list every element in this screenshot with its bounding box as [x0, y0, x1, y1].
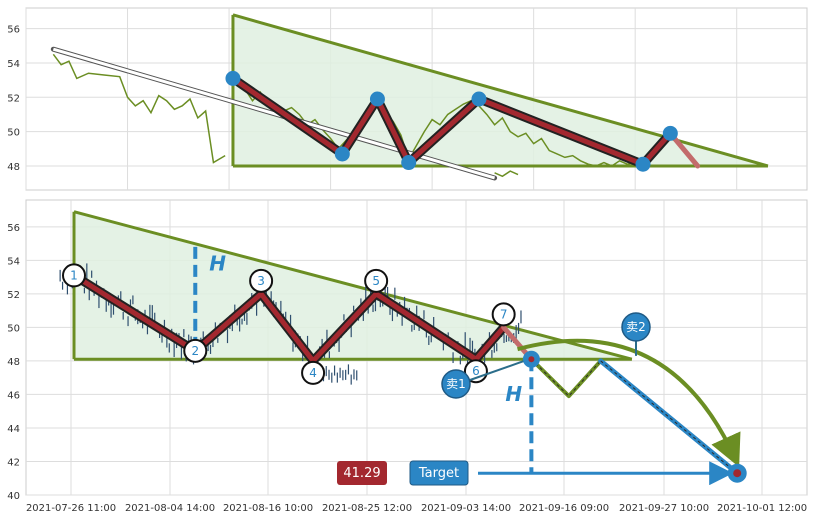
- sell-marker: [621, 312, 651, 342]
- bottom-y-tick-label: 40: [7, 491, 20, 502]
- value-badge: [337, 461, 387, 485]
- breakout-point-center: [528, 356, 535, 363]
- bottom-pattern-point: [183, 338, 208, 363]
- sell-marker: [441, 369, 471, 399]
- bottom-pattern-point: [249, 268, 274, 293]
- top-y-tick-label: 50: [7, 128, 20, 139]
- bottom-x-tick-label: 2021-07-26 11:00: [26, 503, 116, 514]
- bottom-pattern-point-label: 6: [472, 364, 480, 378]
- top-y-tick-label: 48: [7, 162, 20, 173]
- top-pattern-point: [334, 146, 350, 162]
- target-badge-label: Target: [418, 466, 459, 481]
- top-pattern-point: [471, 91, 487, 107]
- bottom-pattern-point-label: 7: [500, 307, 508, 321]
- bottom-pattern-point: [301, 360, 326, 385]
- bottom-panel: 2021-07-26 11:00 2021-08-04 14:00 2021-08-…: [7, 199, 808, 514]
- top-y-tick-label: 56: [7, 25, 20, 36]
- projection-curve-arrow: [517, 338, 741, 468]
- bottom-pattern-point-label: 1: [70, 268, 78, 282]
- bottom-x-tick-label: 2021-09-16 09:00: [519, 503, 609, 514]
- top-y-tick-label: 54: [7, 59, 20, 70]
- bottom-pattern-point: [62, 263, 86, 288]
- top-pattern-point: [369, 91, 385, 107]
- bottom-x-tick-label: 2021-08-25 12:00: [322, 503, 412, 514]
- bottom-y-tick-label: 56: [7, 223, 20, 234]
- bottom-x-tick-label: 2021-09-03 14:00: [421, 503, 511, 514]
- bottom-x-tick-label: 2021-08-04 14:00: [125, 503, 215, 514]
- bottom-y-tick-label: 46: [7, 390, 20, 401]
- top-pattern-point: [401, 155, 417, 171]
- top-price-line: [494, 170, 519, 178]
- top-pattern-point: [662, 125, 678, 141]
- bottom-x-tick-label: 2021-08-16 10:00: [223, 503, 313, 514]
- sell-marker-label: 卖2: [626, 320, 646, 334]
- bottom-pattern-point-label: 2: [191, 344, 199, 358]
- bottom-y-tick-label: 48: [7, 357, 20, 368]
- bottom-y-tick-label: 54: [7, 256, 20, 267]
- top-y-tick-label: 52: [7, 93, 20, 104]
- bottom-pattern-point: [491, 302, 516, 327]
- sell-marker-1-link: [469, 360, 524, 381]
- value-badge-label: 41.29: [343, 466, 380, 481]
- bottom-y-tick-label: 50: [7, 323, 20, 334]
- bottom-x-tick-label: 2021-09-27 10:00: [619, 503, 709, 514]
- bottom-pattern-point: [364, 268, 389, 293]
- bottom-triangle-upper: [73, 210, 633, 361]
- height-label-2: H: [505, 382, 522, 406]
- sell-marker-label: 卖1: [446, 377, 466, 391]
- bottom-y-tick-label: 44: [7, 424, 20, 435]
- target-badge: [409, 460, 469, 486]
- bottom-pattern-point-label: 5: [372, 274, 380, 288]
- top-price-line: [52, 53, 226, 164]
- top-panel: 48 50 52 54 56: [7, 7, 808, 191]
- projection-target-path: [598, 358, 740, 476]
- bottom-y-tick-label: 52: [7, 290, 20, 301]
- bottom-y-tick-label: 42: [7, 457, 20, 468]
- projection-zigzag-dashed: [531, 358, 602, 397]
- bottom-x-tick-label: 2021-10-01 12:00: [717, 503, 807, 514]
- top-pattern-point: [225, 70, 241, 86]
- target-point-center: [733, 469, 742, 478]
- bottom-pattern-point-label: 4: [309, 366, 317, 380]
- height-label-1: H: [209, 251, 226, 275]
- bottom-pattern-point-label: 3: [257, 274, 265, 288]
- top-pattern-point: [635, 156, 651, 172]
